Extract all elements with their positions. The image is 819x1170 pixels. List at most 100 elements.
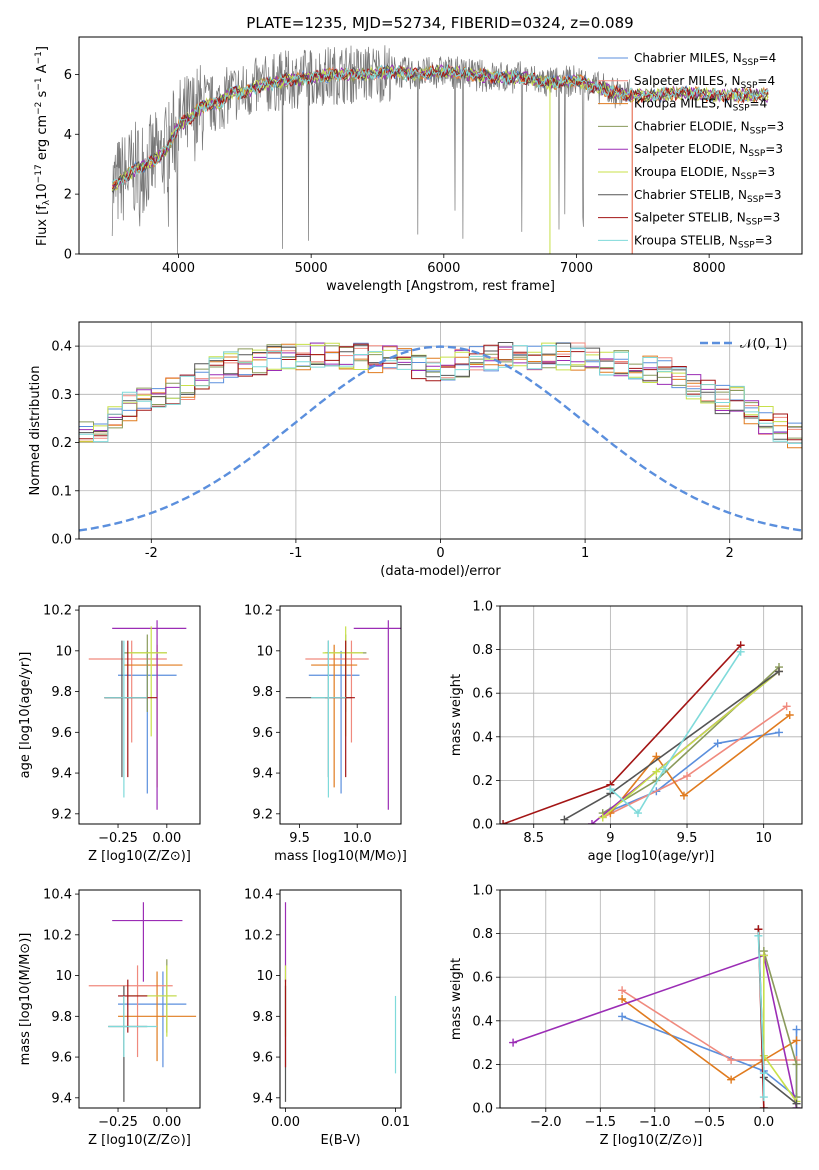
x-tick-label: 9 [606, 831, 614, 846]
y-tick-label: 9.6 [51, 1051, 72, 1066]
y-axis-label: mass weight [449, 674, 464, 756]
y-tick-label: 10.2 [43, 928, 72, 943]
x-tick-label: -1 [289, 546, 302, 561]
axes-frame [279, 605, 402, 825]
x-tick-label: 6000 [427, 261, 460, 276]
legend-label: Chabrier ELODIE, NSSP=3 [634, 119, 784, 136]
y-tick-label: 0.0 [51, 533, 72, 548]
axes-frame [499, 605, 803, 825]
y-tick-label: 0.0 [472, 818, 493, 833]
x-tick-label: 8.5 [523, 831, 544, 846]
y-tick-label: 10 [55, 644, 72, 659]
x-tick-label: 0.01 [381, 1115, 410, 1130]
weight-marker [652, 752, 661, 761]
y-axis-label: Normed distribution [28, 366, 43, 496]
y-tick-label: 6 [64, 68, 72, 83]
x-tick-label: −0.25 [98, 831, 138, 846]
normal-curve [79, 345, 802, 532]
x-tick-label: 0 [436, 546, 444, 561]
weight-marker [618, 986, 627, 995]
weight-marker [598, 813, 607, 822]
weight-marker [713, 739, 722, 748]
weight-marker [792, 1025, 801, 1034]
x-axis-label: age [log10(age/yr)] [588, 849, 715, 864]
weight-marker [560, 815, 569, 824]
y-tick-label: 0.8 [472, 643, 493, 658]
plot-area-mass-vs-EBV [284, 902, 397, 1102]
x-tick-label: 5000 [295, 261, 328, 276]
x-tick-label: 0.00 [152, 831, 181, 846]
weight-marker [754, 931, 763, 940]
weight-marker [792, 1060, 801, 1069]
histogram-step-line [79, 345, 802, 444]
plot-area-weight-vs-Z [509, 925, 801, 1108]
weight-line [609, 714, 791, 814]
y-tick-label: 9.6 [252, 726, 273, 741]
y-tick-label: 10.2 [244, 604, 273, 619]
x-tick-label: 0.00 [271, 1115, 300, 1130]
y-tick-label: 0.2 [472, 1058, 493, 1073]
x-axis-label: wavelength [Angstrom, rest frame] [326, 279, 555, 294]
y-tick-label: 2 [64, 188, 72, 203]
weight-line [610, 731, 780, 812]
weight-marker [618, 1012, 627, 1021]
plot-area-weight-vs-age [500, 641, 794, 824]
axes-frame [78, 321, 803, 540]
y-tick-label: 0 [64, 248, 72, 263]
x-tick-label: −0.25 [98, 1115, 138, 1130]
figure-title: PLATE=1235, MJD=52734, FIBERID=0324, z=0… [246, 14, 633, 32]
x-tick-label: 9.5 [289, 831, 310, 846]
axes-weight-vs-Z: −2.0 −1.5 −1.0 −0.5 0.0 0.0 0.2 0.4 0.6 0.8 1.0 Z [… [449, 884, 803, 1148]
weight-marker [509, 1038, 518, 1047]
weight-marker [785, 711, 794, 719]
legend-label: Salpeter STELIB, NSSP=3 [634, 211, 780, 228]
y-axis-label: mass weight [449, 958, 464, 1040]
y-tick-label: 10 [55, 969, 72, 984]
x-tick-label: 7000 [560, 261, 593, 276]
spectrum-legend: Chabrier MILES, NSSP=4 Salpeter MILES, NS… [598, 51, 784, 250]
y-tick-label: 9.6 [252, 1051, 273, 1066]
weight-marker [727, 1056, 736, 1065]
y-tick-label: 0.2 [51, 436, 72, 451]
y-tick-label: 9.8 [51, 1010, 72, 1025]
axes-mass-vs-EBV: 0.00 0.01 9.4 9.6 9.8 10 10.2 10.4 E(B-V) [244, 888, 410, 1148]
x-tick-label: 4000 [162, 261, 195, 276]
x-axis-label: Z [log10(Z/Z⊙)] [88, 849, 191, 864]
y-axis-label: mass [log10(M/M⊙)] [18, 933, 33, 1066]
y-tick-label: 9.2 [252, 807, 273, 822]
weight-marker [606, 785, 615, 794]
weight-marker [587, 820, 596, 824]
weight-marker [736, 647, 745, 656]
y-tick-label: 0.1 [51, 484, 72, 499]
y-tick-label: 10.4 [43, 888, 72, 903]
plot-area-age-vs-mass [285, 620, 401, 810]
y-tick-label: 0.4 [51, 340, 72, 355]
y-tick-label: 9.8 [252, 1010, 273, 1025]
y-tick-label: 4 [64, 128, 72, 143]
y-tick-label: 0.0 [472, 1102, 493, 1117]
y-tick-label: 9.4 [51, 1091, 72, 1106]
x-tick-label: -2 [145, 546, 158, 561]
x-tick-label: 9.5 [677, 831, 698, 846]
y-tick-label: 9.4 [252, 1091, 273, 1106]
x-tick-label: −1.5 [585, 1115, 617, 1130]
weight-marker [633, 809, 642, 818]
weight-line [621, 998, 797, 1081]
y-tick-label: 0.6 [472, 971, 493, 986]
x-axis-label: Z [log10(Z/Z⊙)] [600, 1133, 703, 1148]
plot-area-spectrum [111, 45, 769, 254]
weight-line [609, 651, 742, 815]
weight-marker [683, 772, 692, 781]
axes-residuals: -2 -1 0 1 2 0.0 0.1 0.2 0.3 0.4 𝒩(0, 1) (data-model… [28, 321, 803, 579]
x-tick-label: 2 [726, 546, 734, 561]
weight-marker [782, 702, 791, 711]
weight-marker [759, 1093, 768, 1102]
axes-frame [78, 36, 803, 255]
y-tick-label: 10.4 [244, 888, 273, 903]
y-tick-label: 1.0 [472, 884, 493, 899]
axes-frame [78, 889, 201, 1109]
weight-marker [652, 767, 661, 776]
y-tick-label: 9.4 [51, 767, 72, 782]
axes-frame [499, 889, 803, 1109]
